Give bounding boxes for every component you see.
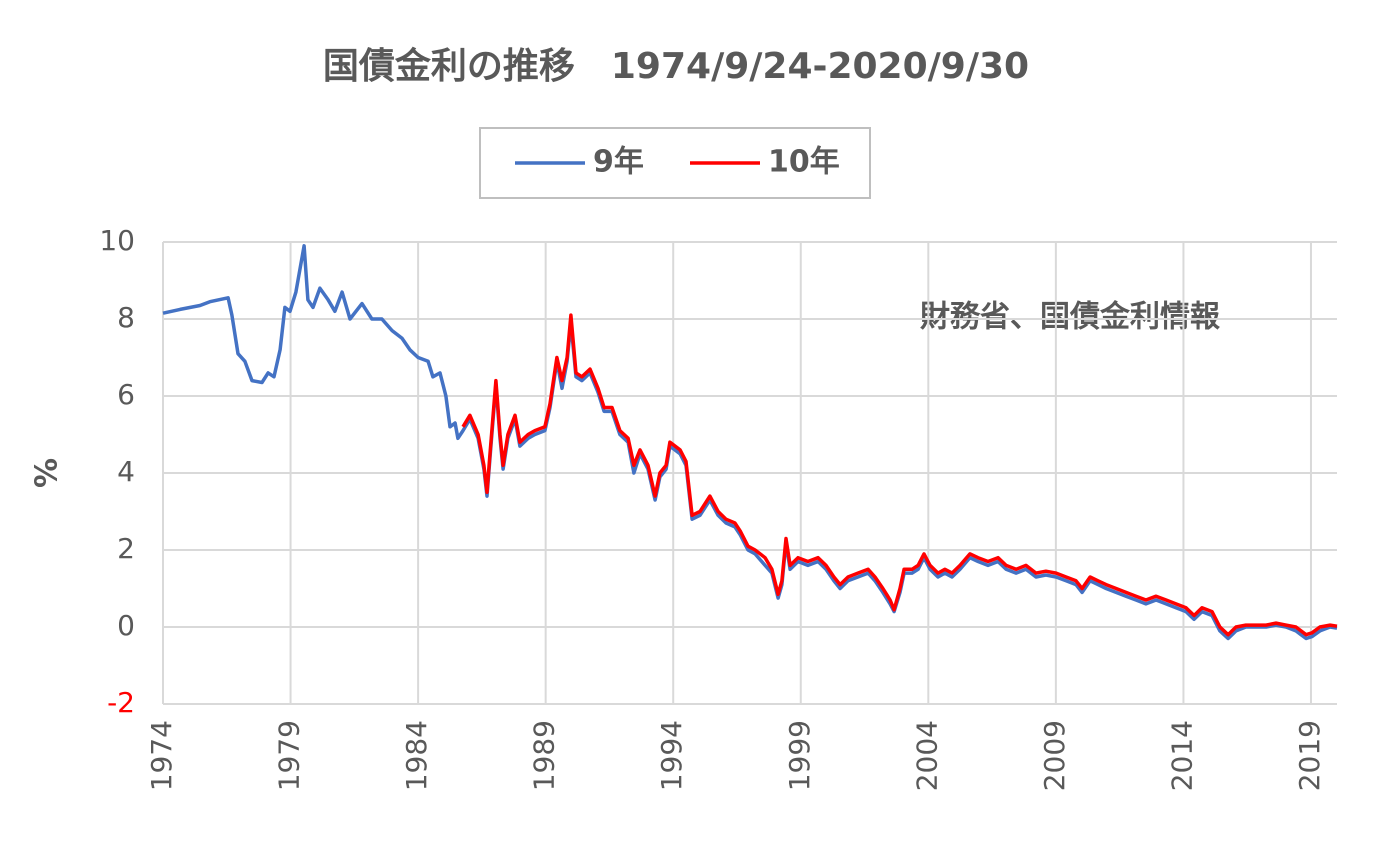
legend-label: 10年 xyxy=(768,145,840,180)
x-tick-label: 1994 xyxy=(655,720,688,791)
y-tick-label: 8 xyxy=(117,301,135,334)
line-series xyxy=(162,244,1338,641)
y-tick-label: 6 xyxy=(117,378,135,411)
y-tick-label: 4 xyxy=(117,455,135,488)
y-tick-label: 2 xyxy=(117,532,135,565)
x-tick-label: 1984 xyxy=(400,720,433,791)
x-tick-label: 2019 xyxy=(1293,720,1326,791)
x-tick-label: 1974 xyxy=(145,720,178,791)
legend-label: 9年 xyxy=(593,145,644,180)
x-tick-label: 2009 xyxy=(1038,720,1071,791)
x-tick-label: 1979 xyxy=(273,720,306,791)
x-tick-label: 1989 xyxy=(528,720,561,791)
y-tick-label: -2 xyxy=(107,686,135,719)
x-tick-label: 2004 xyxy=(910,720,943,791)
chart-title: 国債金利の推移 1974/9/24-2020/9/30 xyxy=(323,45,1029,87)
y-tick-label: 10 xyxy=(99,224,135,257)
annotation: 財務省、国債金利情報 xyxy=(920,300,1221,335)
line-series xyxy=(461,313,1338,637)
y-axis-label: % xyxy=(30,458,65,488)
x-tick-label: 1999 xyxy=(783,720,816,791)
y-tick-label: 0 xyxy=(117,609,135,642)
x-tick-label: 2014 xyxy=(1165,720,1198,791)
